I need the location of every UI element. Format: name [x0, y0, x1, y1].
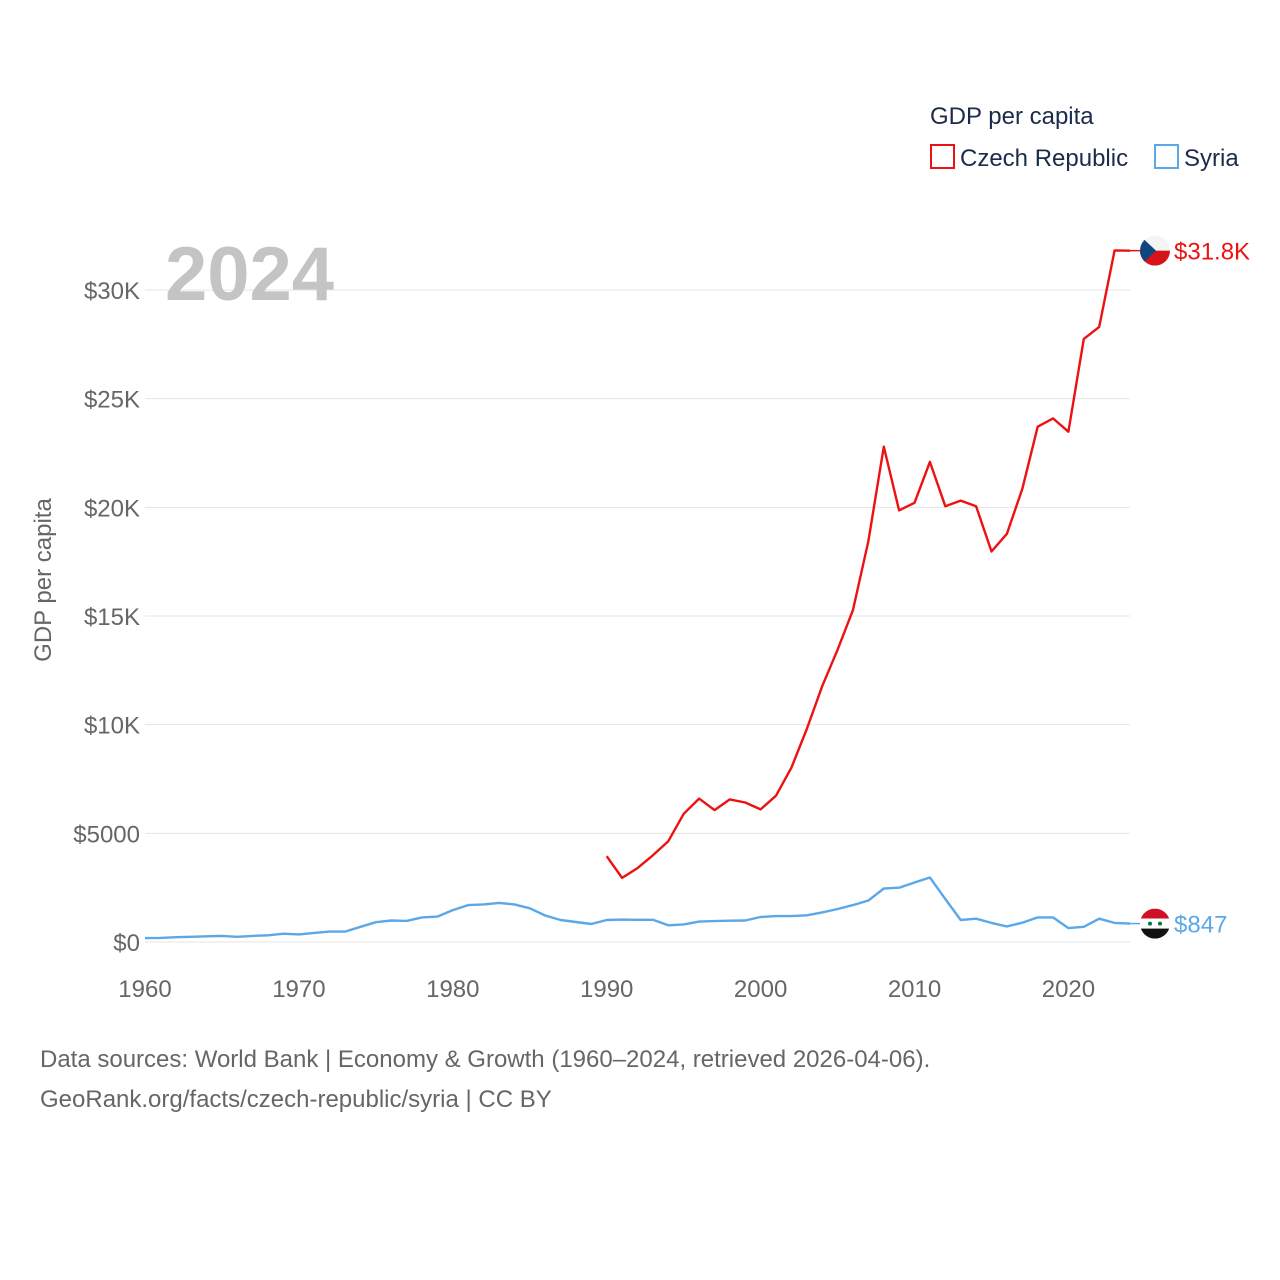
y-tick-label: $20K: [84, 495, 140, 522]
data-source-text: Data sources: World Bank | Economy & Gro…: [40, 1046, 931, 1073]
y-tick-label: $30K: [84, 278, 140, 305]
x-tick-label: 2000: [734, 976, 787, 1003]
x-tick-label: 1990: [580, 976, 633, 1003]
legend-title: GDP per capita: [930, 103, 1094, 130]
y-tick-label: $5000: [73, 821, 140, 848]
gridlines: [145, 289, 1130, 943]
series-lines: [144, 249, 1131, 940]
legend-item-czech-republic[interactable]: Czech Republic: [930, 144, 1128, 172]
x-tick-label: 1980: [426, 976, 479, 1003]
y-axis-title: GDP per capita: [30, 498, 57, 662]
y-tick-label: $15K: [84, 604, 140, 631]
legend-swatch-syria: [1154, 144, 1179, 169]
x-tick-label: 1960: [118, 976, 171, 1003]
year-label: 2024: [165, 232, 334, 317]
series-line-czech-republic[interactable]: [605, 249, 1131, 880]
x-tick-label: 2020: [1042, 976, 1095, 1003]
legend-label-syria: Syria: [1184, 145, 1239, 172]
legend: GDP per capita Czech Republic Syria: [930, 103, 1239, 172]
end-value-label-syria: $847: [1174, 912, 1227, 939]
series-end-markers: $31.8K $847: [1130, 235, 1250, 939]
legend-label-czech-republic: Czech Republic: [960, 145, 1128, 172]
series-line-syria[interactable]: [144, 876, 1131, 940]
x-axis-ticks: 1960 1970 1980 1990 2000 2010 2020: [118, 976, 1095, 1003]
czech-flag-icon: [1140, 235, 1170, 266]
legend-item-syria[interactable]: Syria: [1154, 144, 1239, 172]
legend-swatch-czech-republic: [930, 144, 955, 169]
y-tick-label: $25K: [84, 387, 140, 414]
footer: Data sources: World Bank | Economy & Gro…: [40, 1040, 1140, 1120]
syria-flag-icon: [1140, 908, 1170, 939]
x-tick-label: 1970: [272, 976, 325, 1003]
y-tick-label: $10K: [84, 713, 140, 740]
source-url-text: GeoRank.org/facts/czech-republic/syria |…: [40, 1086, 552, 1113]
end-value-label-czech-republic: $31.8K: [1174, 239, 1250, 266]
y-tick-label: $0: [113, 930, 140, 957]
x-tick-label: 2010: [888, 976, 941, 1003]
y-axis-ticks: $0 $5000 $10K $15K $20K $25K $30K: [73, 278, 140, 957]
